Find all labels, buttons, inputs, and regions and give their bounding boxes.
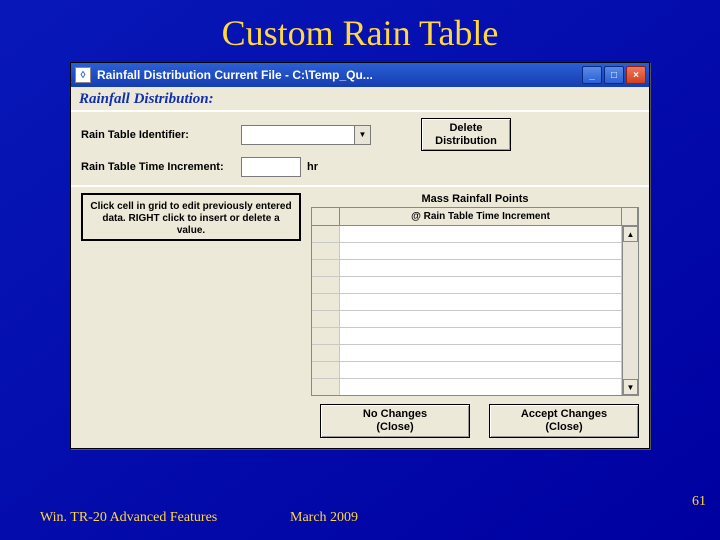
delete-distribution-button[interactable]: Delete Distribution (421, 118, 511, 151)
accept-changes-button[interactable]: Accept Changes(Close) (489, 404, 639, 437)
row-header-cell (312, 311, 340, 327)
data-cell[interactable] (340, 243, 622, 259)
slide-title: Custom Rain Table (0, 0, 720, 62)
window-title: Rainfall Distribution Current File - C:\… (97, 68, 582, 82)
table-row[interactable] (312, 362, 622, 379)
section-header: Rainfall Distribution: (71, 87, 649, 112)
scroll-up-icon[interactable]: ▲ (623, 226, 638, 242)
data-cell[interactable] (340, 226, 622, 242)
window-controls: _ □ × (582, 66, 649, 84)
grid-rows-container (312, 226, 622, 395)
chevron-down-icon[interactable]: ▼ (354, 126, 370, 144)
identifier-label: Rain Table Identifier: (81, 129, 241, 141)
page-number: 61 (692, 494, 706, 510)
row-header-cell (312, 345, 340, 361)
minimize-button[interactable]: _ (582, 66, 602, 84)
row-header-cell (312, 328, 340, 344)
data-cell[interactable] (340, 379, 622, 395)
scroll-header-spacer (622, 208, 638, 225)
bottom-button-row: No Changes(Close) Accept Changes(Close) (71, 396, 649, 447)
form-area: Rain Table Identifier: ▼ Delete Distribu… (71, 112, 649, 187)
data-cell[interactable] (340, 311, 622, 327)
row-header-cell (312, 243, 340, 259)
row-header-cell (312, 294, 340, 310)
footer-left: Win. TR-20 Advanced Features (40, 510, 217, 526)
data-cell[interactable] (340, 277, 622, 293)
row-header-cell (312, 379, 340, 395)
footer-mid: March 2009 (290, 510, 358, 526)
table-row[interactable] (312, 379, 622, 395)
data-cell[interactable] (340, 328, 622, 344)
table-row[interactable] (312, 345, 622, 362)
grid-column-header-row: @ Rain Table Time Increment (311, 207, 639, 226)
vertical-scrollbar[interactable]: ▲ ▼ (622, 226, 638, 395)
maximize-button[interactable]: □ (604, 66, 624, 84)
app-window: ◊ Rainfall Distribution Current File - C… (70, 62, 650, 449)
data-cell[interactable] (340, 294, 622, 310)
increment-input[interactable] (241, 157, 301, 177)
close-button[interactable]: × (626, 66, 646, 84)
row-header-cell (312, 362, 340, 378)
data-cell[interactable] (340, 345, 622, 361)
hint-text: Click cell in grid to edit previously en… (81, 193, 301, 241)
row-header-cell (312, 226, 340, 242)
increment-row: Rain Table Time Increment: hr (81, 157, 639, 177)
grid-title: Mass Rainfall Points (311, 193, 639, 207)
scroll-down-icon[interactable]: ▼ (623, 379, 638, 395)
increment-label: Rain Table Time Increment: (81, 161, 241, 173)
grid-body: ▲ ▼ (311, 226, 639, 396)
identifier-row: Rain Table Identifier: ▼ Delete Distribu… (81, 118, 639, 151)
titlebar[interactable]: ◊ Rainfall Distribution Current File - C… (71, 63, 649, 87)
increment-unit: hr (307, 161, 318, 173)
grid-corner-cell (312, 208, 340, 225)
identifier-combo[interactable]: ▼ (241, 125, 371, 145)
grid-area: Mass Rainfall Points @ Rain Table Time I… (311, 193, 639, 396)
table-row[interactable] (312, 294, 622, 311)
grid-column-header: @ Rain Table Time Increment (340, 208, 622, 225)
table-row[interactable] (312, 311, 622, 328)
no-changes-button[interactable]: No Changes(Close) (320, 404, 470, 437)
table-row[interactable] (312, 328, 622, 345)
table-row[interactable] (312, 226, 622, 243)
row-header-cell (312, 260, 340, 276)
table-row[interactable] (312, 243, 622, 260)
mid-area: Click cell in grid to edit previously en… (71, 187, 649, 396)
identifier-value[interactable] (242, 126, 354, 144)
row-header-cell (312, 277, 340, 293)
data-cell[interactable] (340, 260, 622, 276)
table-row[interactable] (312, 260, 622, 277)
app-icon: ◊ (75, 67, 91, 83)
data-cell[interactable] (340, 362, 622, 378)
table-row[interactable] (312, 277, 622, 294)
